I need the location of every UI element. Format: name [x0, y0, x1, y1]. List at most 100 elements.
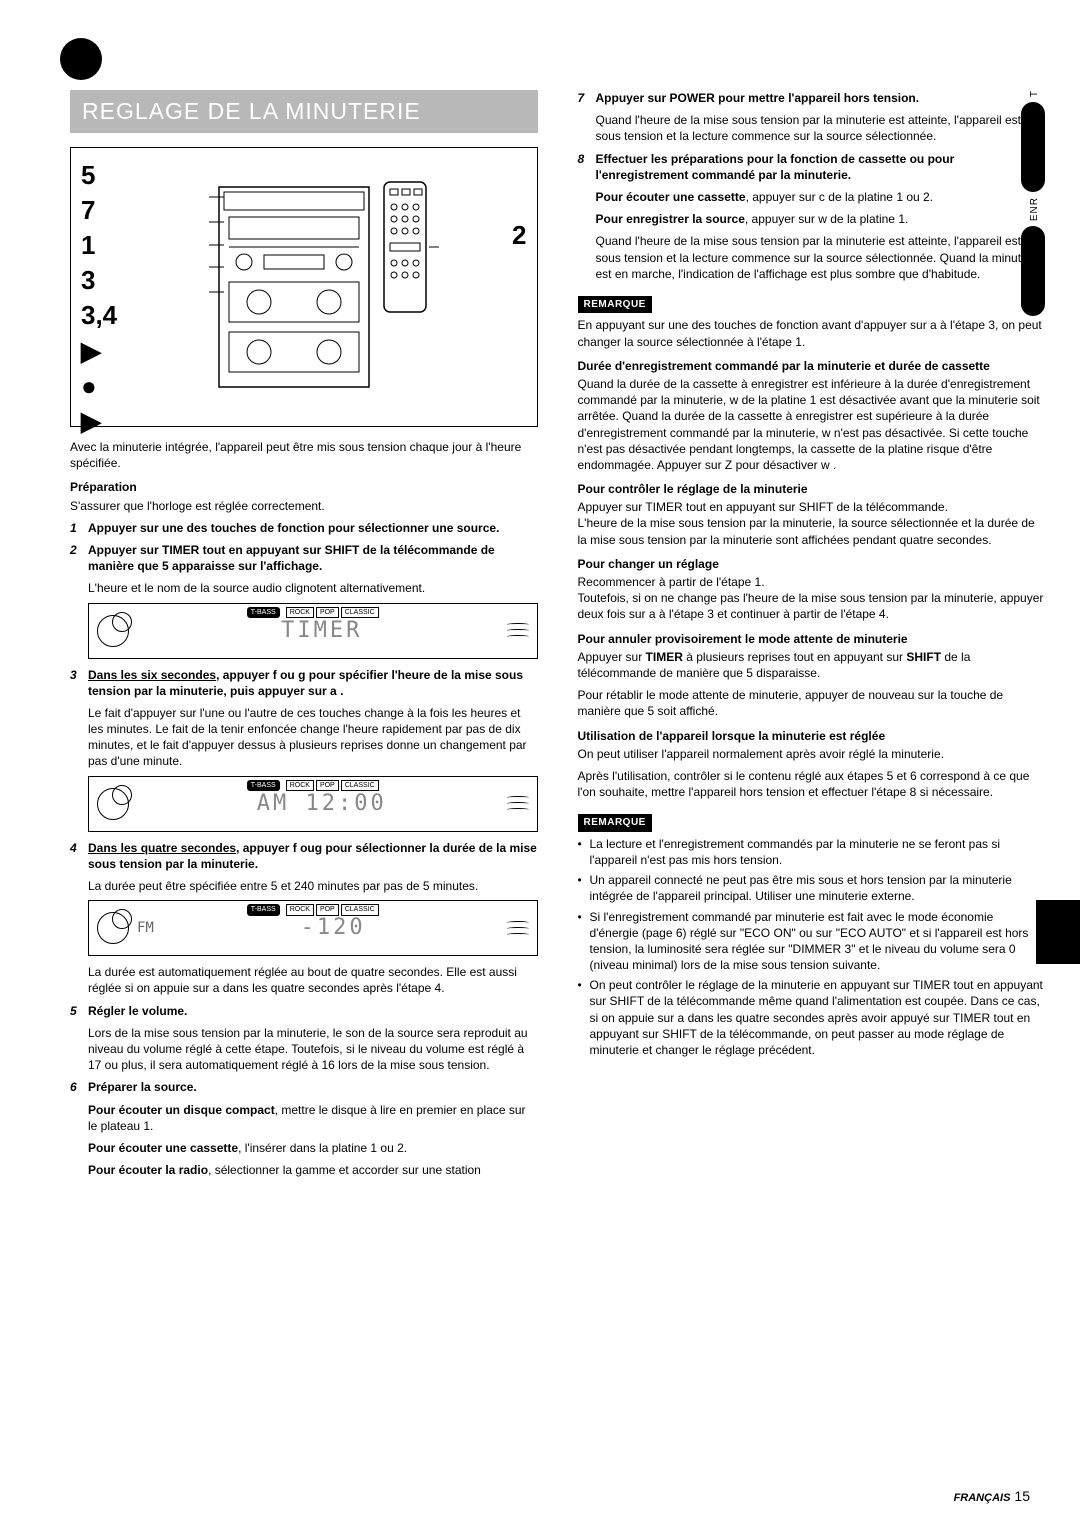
- step-6: 6 Préparer la source.: [70, 1079, 538, 1095]
- step-8: 8 Effectuer les préparations pour la fon…: [578, 151, 1046, 183]
- step-7-text: Appuyer sur POWER pour mettre l'appareil…: [596, 90, 1046, 106]
- duration-heading: Durée d'enregistrement commandé par la m…: [578, 358, 1046, 374]
- page-footer: FRANÇAIS15: [954, 1487, 1030, 1506]
- usage-text-2: Après l'utilisation, contrôler si le con…: [578, 768, 1046, 800]
- step-2: 2 Appuyer sur TIMER tout en appuyant sur…: [70, 542, 538, 574]
- lcd2-mode-1: POP: [316, 780, 339, 791]
- right-column: 7 Appuyer sur POWER pour mettre l'appare…: [578, 90, 1046, 1184]
- lcd3-mode-0: ROCK: [286, 904, 314, 915]
- change-heading: Pour changer un réglage: [578, 556, 1046, 572]
- change-text: Recommencer à partir de l'étape 1. Toute…: [578, 574, 1046, 623]
- step-1-num: 1: [70, 520, 88, 536]
- lcd3-disc-icon: [97, 912, 129, 944]
- step-6-a-b: Pour écouter un disque compact: [88, 1103, 275, 1117]
- lcd-display-1: T-BASS ROCK POP CLASSIC TIMER: [88, 603, 538, 659]
- step-6-a: Pour écouter un disque compact, mettre l…: [88, 1102, 538, 1134]
- lcd3-waves: [507, 918, 529, 939]
- bullet-2: Si l'enregistrement commandé par minuter…: [578, 909, 1046, 974]
- cancel-text-2: Pour rétablir le mode attente de minuter…: [578, 687, 1046, 719]
- step-6-c-b: Pour écouter la radio: [88, 1163, 208, 1177]
- lcd2-segment: AM 12:00: [137, 789, 507, 819]
- lcd3-mode-2: CLASSIC: [341, 904, 379, 915]
- diagram-callout-right: 2: [512, 218, 526, 253]
- lcd2-disc-icon: [97, 788, 129, 820]
- step-3-text: Dans les six secondes, appuyer f ou g po…: [88, 667, 538, 699]
- cancel-text-1: Appuyer sur TIMER à plusieurs reprises t…: [578, 649, 1046, 681]
- left-column: REGLAGE DE LA MINUTERIE 5 7 1 3 3,4 ▶ ● …: [70, 90, 538, 1184]
- step-7: 7 Appuyer sur POWER pour mettre l'appare…: [578, 90, 1046, 106]
- step-8-sub: Quand l'heure de la mise sous tension pa…: [596, 233, 1046, 282]
- step-8-a: Pour écouter une cassette, appuyer sur c…: [596, 189, 1046, 205]
- step-2-sub: L'heure et le nom de la source audio cli…: [88, 580, 538, 596]
- step-5: 5 Régler le volume.: [70, 1003, 538, 1019]
- step-8-b: Pour enregistrer la source, appuyer sur …: [596, 211, 1046, 227]
- step-8-b-b: Pour enregistrer la source: [596, 212, 745, 226]
- footer-page-number: 15: [1014, 1488, 1030, 1504]
- step-8-num: 8: [578, 151, 596, 183]
- lcd1-segment: TIMER: [137, 616, 507, 646]
- remarque-list: La lecture et l'enregistrement commandés…: [578, 836, 1046, 1058]
- step-4-sub: La durée peut être spécifiée entre 5 et …: [88, 878, 538, 894]
- ann-1b: TIMER: [646, 650, 683, 664]
- step-4-post: La durée est automatiquement réglée au b…: [88, 964, 538, 996]
- step-5-sub: Lors de la mise sous tension par la minu…: [88, 1025, 538, 1074]
- lcd-display-2: T-BASS ROCK POP CLASSIC AM 12:00: [88, 776, 538, 832]
- lcd1-modes: T-BASS ROCK POP CLASSIC: [247, 607, 379, 618]
- remarque-badge-2: REMARQUE: [578, 814, 652, 832]
- step-2-num: 2: [70, 542, 88, 574]
- bullet-1: Un appareil connecté ne peut pas être mi…: [578, 872, 1046, 904]
- control-heading: Pour contrôler le réglage de la minuteri…: [578, 481, 1046, 497]
- step-4-text: Dans les quatre secondes, appuyer f oug …: [88, 840, 538, 872]
- step-6-b-b: Pour écouter une cassette: [88, 1141, 238, 1155]
- step-7-num: 7: [578, 90, 596, 106]
- lcd3-mode-1: POP: [316, 904, 339, 915]
- step-6-b: Pour écouter une cassette, l'insérer dan…: [88, 1140, 538, 1156]
- footer-language: FRANÇAIS: [954, 1492, 1011, 1504]
- side-oval-top: [1021, 102, 1045, 192]
- step-8-text: Effectuer les préparations pour la fonct…: [596, 151, 1046, 183]
- intro-text: Avec la minuterie intégrée, l'appareil p…: [70, 439, 538, 471]
- step-4: 4 Dans les quatre secondes, appuyer f ou…: [70, 840, 538, 872]
- bullet-3: On peut contrôler le réglage de la minut…: [578, 977, 1046, 1058]
- diagram-callouts-left: 5 7 1 3 3,4 ▶ ● ▶: [81, 158, 117, 439]
- header-dot: [60, 38, 102, 80]
- step-8-a-t: , appuyer sur c de la platine 1 ou 2.: [746, 190, 933, 204]
- step-3-num: 3: [70, 667, 88, 699]
- step-6-text: Préparer la source.: [88, 1079, 538, 1095]
- step-1: 1 Appuyer sur une des touches de fonctio…: [70, 520, 538, 536]
- lcd1-mode-2: CLASSIC: [341, 607, 379, 618]
- remarque-badge-1: REMARQUE: [578, 296, 652, 314]
- cancel-heading: Pour annuler provisoirement le mode atte…: [578, 631, 1046, 647]
- lcd1-tbass: T-BASS: [247, 607, 280, 618]
- lcd1-disc-icon: [97, 615, 129, 647]
- step-3-u: Dans les six secondes: [88, 668, 216, 682]
- section-banner: REGLAGE DE LA MINUTERIE: [70, 90, 538, 133]
- ann-1a: Appuyer sur: [578, 650, 646, 664]
- step-2-text: Appuyer sur TIMER tout en appuyant sur S…: [88, 542, 538, 574]
- step-8-b-t: , appuyer sur w de la platine 1.: [745, 212, 908, 226]
- side-tab: T ENR: [1021, 85, 1045, 285]
- step-3: 3 Dans les six secondes, appuyer f ou g …: [70, 667, 538, 699]
- step-6-c-t: , sélectionner la gamme et accorder sur …: [208, 1163, 481, 1177]
- step-6-num: 6: [70, 1079, 88, 1095]
- step-4-u: Dans les quatre secondes: [88, 841, 236, 855]
- side-oval-bottom: [1021, 226, 1045, 316]
- ann-1c: à plusieurs reprises tout en appuyant su…: [683, 650, 906, 664]
- lcd3-left: FM: [137, 919, 154, 938]
- lcd1-waves: [507, 620, 529, 641]
- lcd1-mode-0: ROCK: [286, 607, 314, 618]
- lcd2-tbass: T-BASS: [247, 780, 280, 791]
- step-5-text: Régler le volume.: [88, 1003, 538, 1019]
- stereo-illustration: [164, 167, 444, 407]
- lcd3-segment: -120: [160, 913, 507, 943]
- usage-text-1: On peut utiliser l'appareil normalement …: [578, 746, 1046, 762]
- prep-heading: Préparation: [70, 479, 538, 495]
- lcd1-mode-1: POP: [316, 607, 339, 618]
- device-diagram: 5 7 1 3 3,4 ▶ ● ▶ 2: [70, 147, 538, 427]
- prep-text: S'assurer que l'horloge est réglée corre…: [70, 498, 538, 514]
- control-text: Appuyer sur TIMER tout en appuyant sur S…: [578, 499, 1046, 548]
- lcd2-mode-2: CLASSIC: [341, 780, 379, 791]
- lcd3-tbass: T-BASS: [247, 904, 280, 915]
- step-6-b-t: , l'insérer dans la platine 1 ou 2.: [238, 1141, 407, 1155]
- lcd3-modes: T-BASS ROCK POP CLASSIC: [247, 904, 379, 915]
